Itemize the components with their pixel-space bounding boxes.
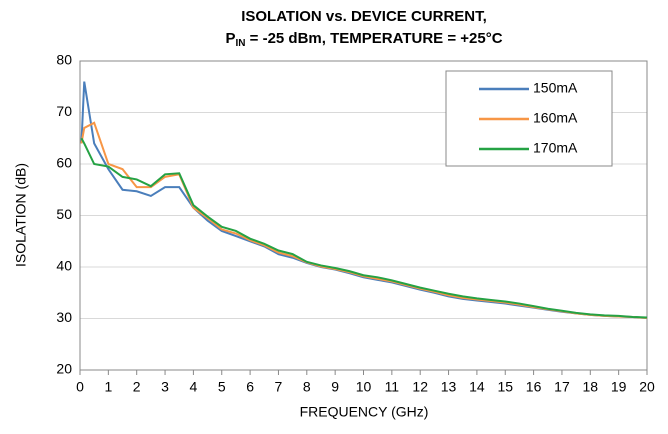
subtitle-part: = -25 dBm, TEMPERATURE = +25°C [245,30,502,47]
subtitle-part: P [225,30,235,47]
x-tick-label: 1 [104,379,112,395]
x-tick-label: 10 [356,379,372,395]
x-tick-label: 20 [639,379,655,395]
x-tick-label: 0 [76,379,84,395]
legend-label: 170mA [533,140,578,156]
y-tick-label: 40 [56,258,72,274]
chart-subtitle: PIN = -25 dBm, TEMPERATURE = +25°C [225,30,502,49]
x-tick-label: 3 [161,379,169,395]
x-tick-label: 13 [441,379,457,395]
y-tick-label: 80 [56,52,72,68]
x-tick-label: 4 [190,379,198,395]
legend-label: 160mA [533,110,578,126]
series-line [80,137,648,319]
x-axis-label: FREQUENCY (GHz) [300,404,429,420]
x-tick-label: 5 [218,379,226,395]
x-tick-label: 18 [583,379,599,395]
y-tick-label: 70 [56,103,72,119]
x-tick-label: 19 [611,379,627,395]
x-tick-label: 15 [497,379,513,395]
chart-title: ISOLATION vs. DEVICE CURRENT, [241,8,487,25]
y-tick-label: 30 [56,309,72,325]
legend-label: 150mA [533,80,578,96]
x-tick-label: 11 [385,379,400,395]
y-tick-label: 60 [56,155,72,171]
subtitle-subscript: IN [235,38,245,49]
y-tick-label: 20 [56,361,72,377]
y-tick-label: 50 [56,206,72,222]
x-tick-label: 8 [303,379,311,395]
x-tick-label: 9 [331,379,339,395]
x-tick-label: 16 [526,379,542,395]
x-tick-label: 7 [275,379,283,395]
y-axis-label: ISOLATION (dB) [13,163,29,267]
x-tick-label: 14 [469,379,485,395]
x-tick-label: 2 [133,379,141,395]
x-tick-label: 12 [412,379,428,395]
plot-frame [79,60,648,371]
x-tick-label: 17 [554,379,570,395]
x-tick-label: 6 [246,379,254,395]
